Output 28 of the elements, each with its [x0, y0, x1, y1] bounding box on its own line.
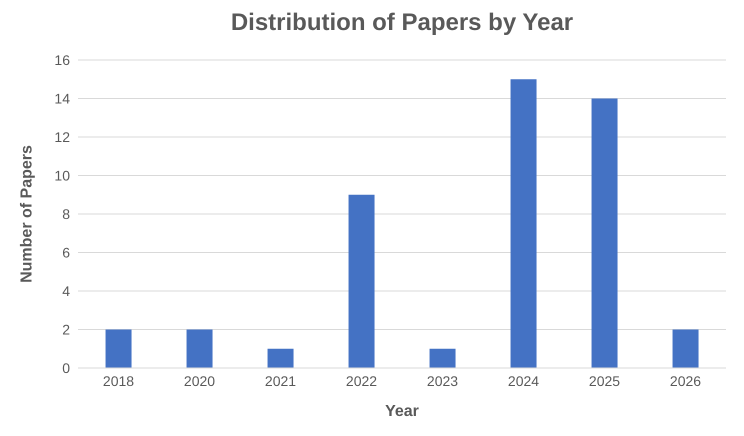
bar — [430, 348, 456, 368]
x-tick-label: 2025 — [588, 372, 620, 389]
x-tick-label: 2021 — [264, 372, 296, 389]
y-tick-label: 12 — [54, 128, 70, 145]
y-axis-title: Number of Papers — [18, 144, 36, 283]
x-tick-label: 2026 — [670, 372, 702, 389]
x-tick-label: 2018 — [102, 372, 134, 389]
bar — [672, 330, 699, 368]
y-tick-label: 8 — [62, 206, 70, 222]
bar — [106, 330, 132, 368]
x-tick-label: 2024 — [508, 372, 540, 389]
y-tick-label: 4 — [62, 282, 70, 299]
x-tick-label: 2020 — [184, 372, 216, 389]
y-tick-label: 10 — [54, 167, 70, 184]
y-tick-label: 6 — [62, 244, 70, 260]
y-tick-label: 0 — [62, 360, 70, 376]
bar — [510, 79, 537, 368]
y-tick-label: 16 — [54, 52, 70, 68]
bar — [186, 330, 213, 368]
bar — [268, 348, 294, 368]
y-tick-label: 14 — [54, 90, 70, 106]
x-tick-label: 2022 — [346, 372, 378, 389]
chart-title: Distribution of Papers by Year — [230, 8, 574, 38]
y-tick-label: 2 — [62, 321, 70, 338]
x-tick-label: 2023 — [426, 372, 458, 389]
bar — [592, 98, 618, 368]
bar — [348, 194, 375, 368]
x-axis-title: Year — [385, 403, 419, 420]
